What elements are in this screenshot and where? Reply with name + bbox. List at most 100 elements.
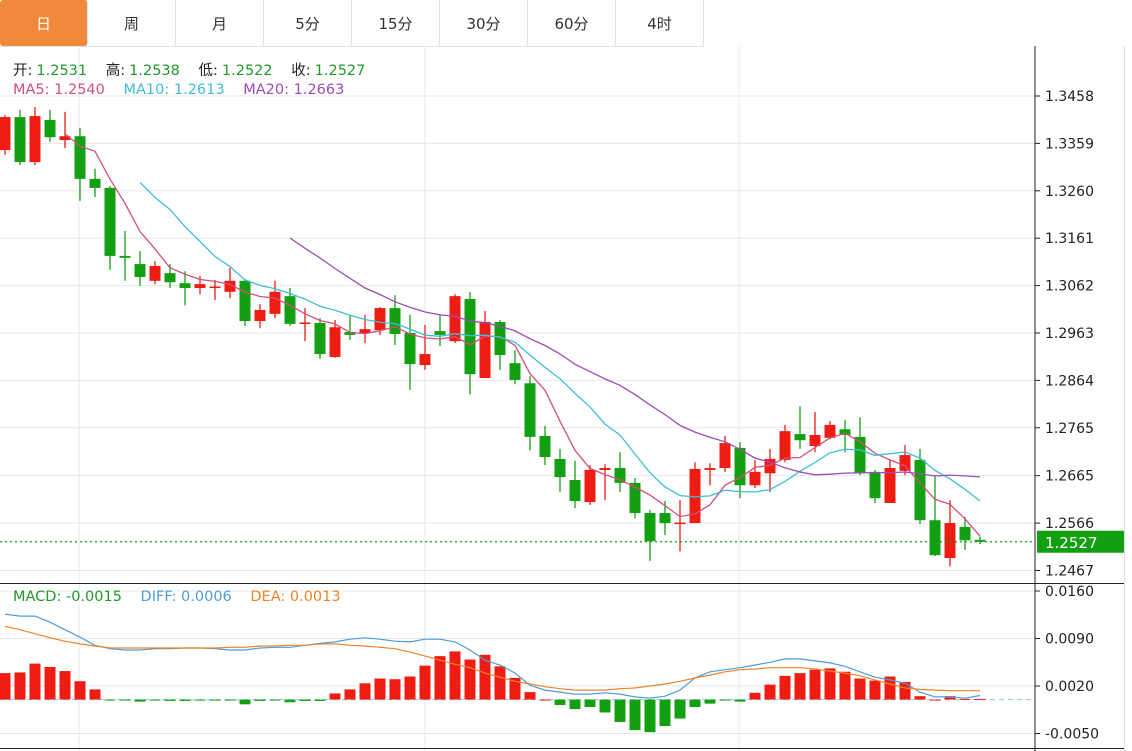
tab-week[interactable]: 周 (88, 0, 176, 46)
candle (584, 465, 596, 505)
candle (389, 295, 401, 345)
dea-line (4, 625, 980, 692)
price-tick-label: 1.3062 (1045, 279, 1094, 295)
macd-bar (344, 689, 356, 700)
macd-bar (194, 699, 206, 701)
macd-bar (179, 699, 191, 701)
tab-15min[interactable]: 15分 (352, 0, 440, 46)
macd-bar (314, 699, 326, 701)
candle-body (749, 471, 761, 486)
macd-bar (839, 671, 851, 700)
candle (494, 320, 506, 370)
last-price-label: 1.2527 (1045, 534, 1098, 552)
candle-body (944, 523, 956, 559)
macd-bar (764, 684, 776, 700)
candle-body (179, 283, 191, 288)
candle-body (704, 468, 716, 470)
candle-body (74, 136, 86, 179)
candle-body (764, 458, 776, 474)
candle (119, 231, 131, 281)
candle-body (359, 329, 371, 333)
macd-bar (119, 699, 131, 701)
candle-body (494, 321, 506, 356)
candle (239, 278, 251, 326)
candle (539, 425, 551, 466)
candle-body (14, 117, 26, 163)
candle-body (734, 447, 746, 486)
macd-bar (269, 699, 281, 701)
candle (629, 478, 641, 519)
tab-month[interactable]: 月 (176, 0, 264, 46)
candle-body (434, 331, 446, 335)
ma20-legend: MA20: 1.2663 (243, 82, 345, 98)
tab-4hour[interactable]: 4时 (616, 0, 704, 46)
candle (614, 452, 626, 492)
candle (254, 304, 266, 329)
candle-body (974, 539, 986, 542)
candle (899, 445, 911, 476)
tab-day[interactable]: 日 (0, 0, 88, 46)
tab-30min[interactable]: 30分 (440, 0, 528, 46)
macd-bar (674, 699, 686, 719)
macd-bar (629, 699, 641, 731)
macd-bar (479, 654, 491, 700)
macd-bar (524, 692, 536, 700)
candle-body (329, 327, 341, 357)
ma5-line (64, 133, 981, 537)
macd-bar (824, 668, 836, 700)
open-label: 开: (13, 63, 33, 79)
candle-body (209, 286, 221, 289)
period-tabs: 日 周 月 5分 15分 30分 60分 4时 (0, 0, 704, 47)
candle (479, 310, 491, 379)
candle (509, 350, 521, 385)
macd-bar (374, 678, 386, 700)
candle-body (419, 354, 431, 366)
tab-60min[interactable]: 60分 (528, 0, 616, 46)
macd-tick-label: 0.0160 (1045, 584, 1094, 600)
price-tick-label: 1.2665 (1045, 469, 1094, 485)
macd-bar (299, 699, 311, 701)
ma10-legend: MA10: 1.2613 (123, 82, 225, 98)
candle (434, 314, 446, 346)
macd-tick-label: 0.0090 (1045, 632, 1094, 648)
price-tick-label: 1.2765 (1045, 421, 1094, 437)
macd-bar (284, 699, 296, 703)
macd-bar (809, 669, 821, 700)
macd-bar (779, 675, 791, 700)
candle-body (104, 187, 116, 256)
candle (179, 271, 191, 306)
macd-bar (944, 696, 956, 700)
candle-body (479, 321, 491, 379)
diff-line (4, 613, 981, 699)
candle (209, 279, 221, 300)
candle (914, 448, 926, 525)
candle-body (929, 520, 941, 556)
macd-bar (224, 699, 236, 701)
candle (659, 501, 671, 536)
candle-body (869, 471, 881, 499)
candle-body (134, 264, 146, 277)
candle (74, 128, 86, 201)
macd-bar (359, 683, 371, 700)
macd-bar (14, 672, 26, 700)
macd-bar (254, 699, 266, 701)
close-value: 1.2527 (314, 63, 366, 79)
candle (839, 420, 851, 453)
candle (929, 475, 941, 557)
candle-body (884, 468, 896, 503)
macd-bar (104, 699, 116, 701)
macd-bar (734, 699, 746, 702)
macd-bar (899, 681, 911, 700)
candle (644, 510, 656, 561)
candle-body (524, 383, 536, 437)
candle (524, 376, 536, 451)
candle-body (299, 322, 311, 324)
ma5-legend: MA5: 1.2540 (13, 82, 105, 98)
macd-bar (749, 692, 761, 700)
macd-bar (539, 699, 551, 701)
candle (794, 406, 806, 449)
candle-body (149, 265, 161, 281)
macd-bar (389, 679, 401, 700)
tab-5min[interactable]: 5分 (264, 0, 352, 46)
